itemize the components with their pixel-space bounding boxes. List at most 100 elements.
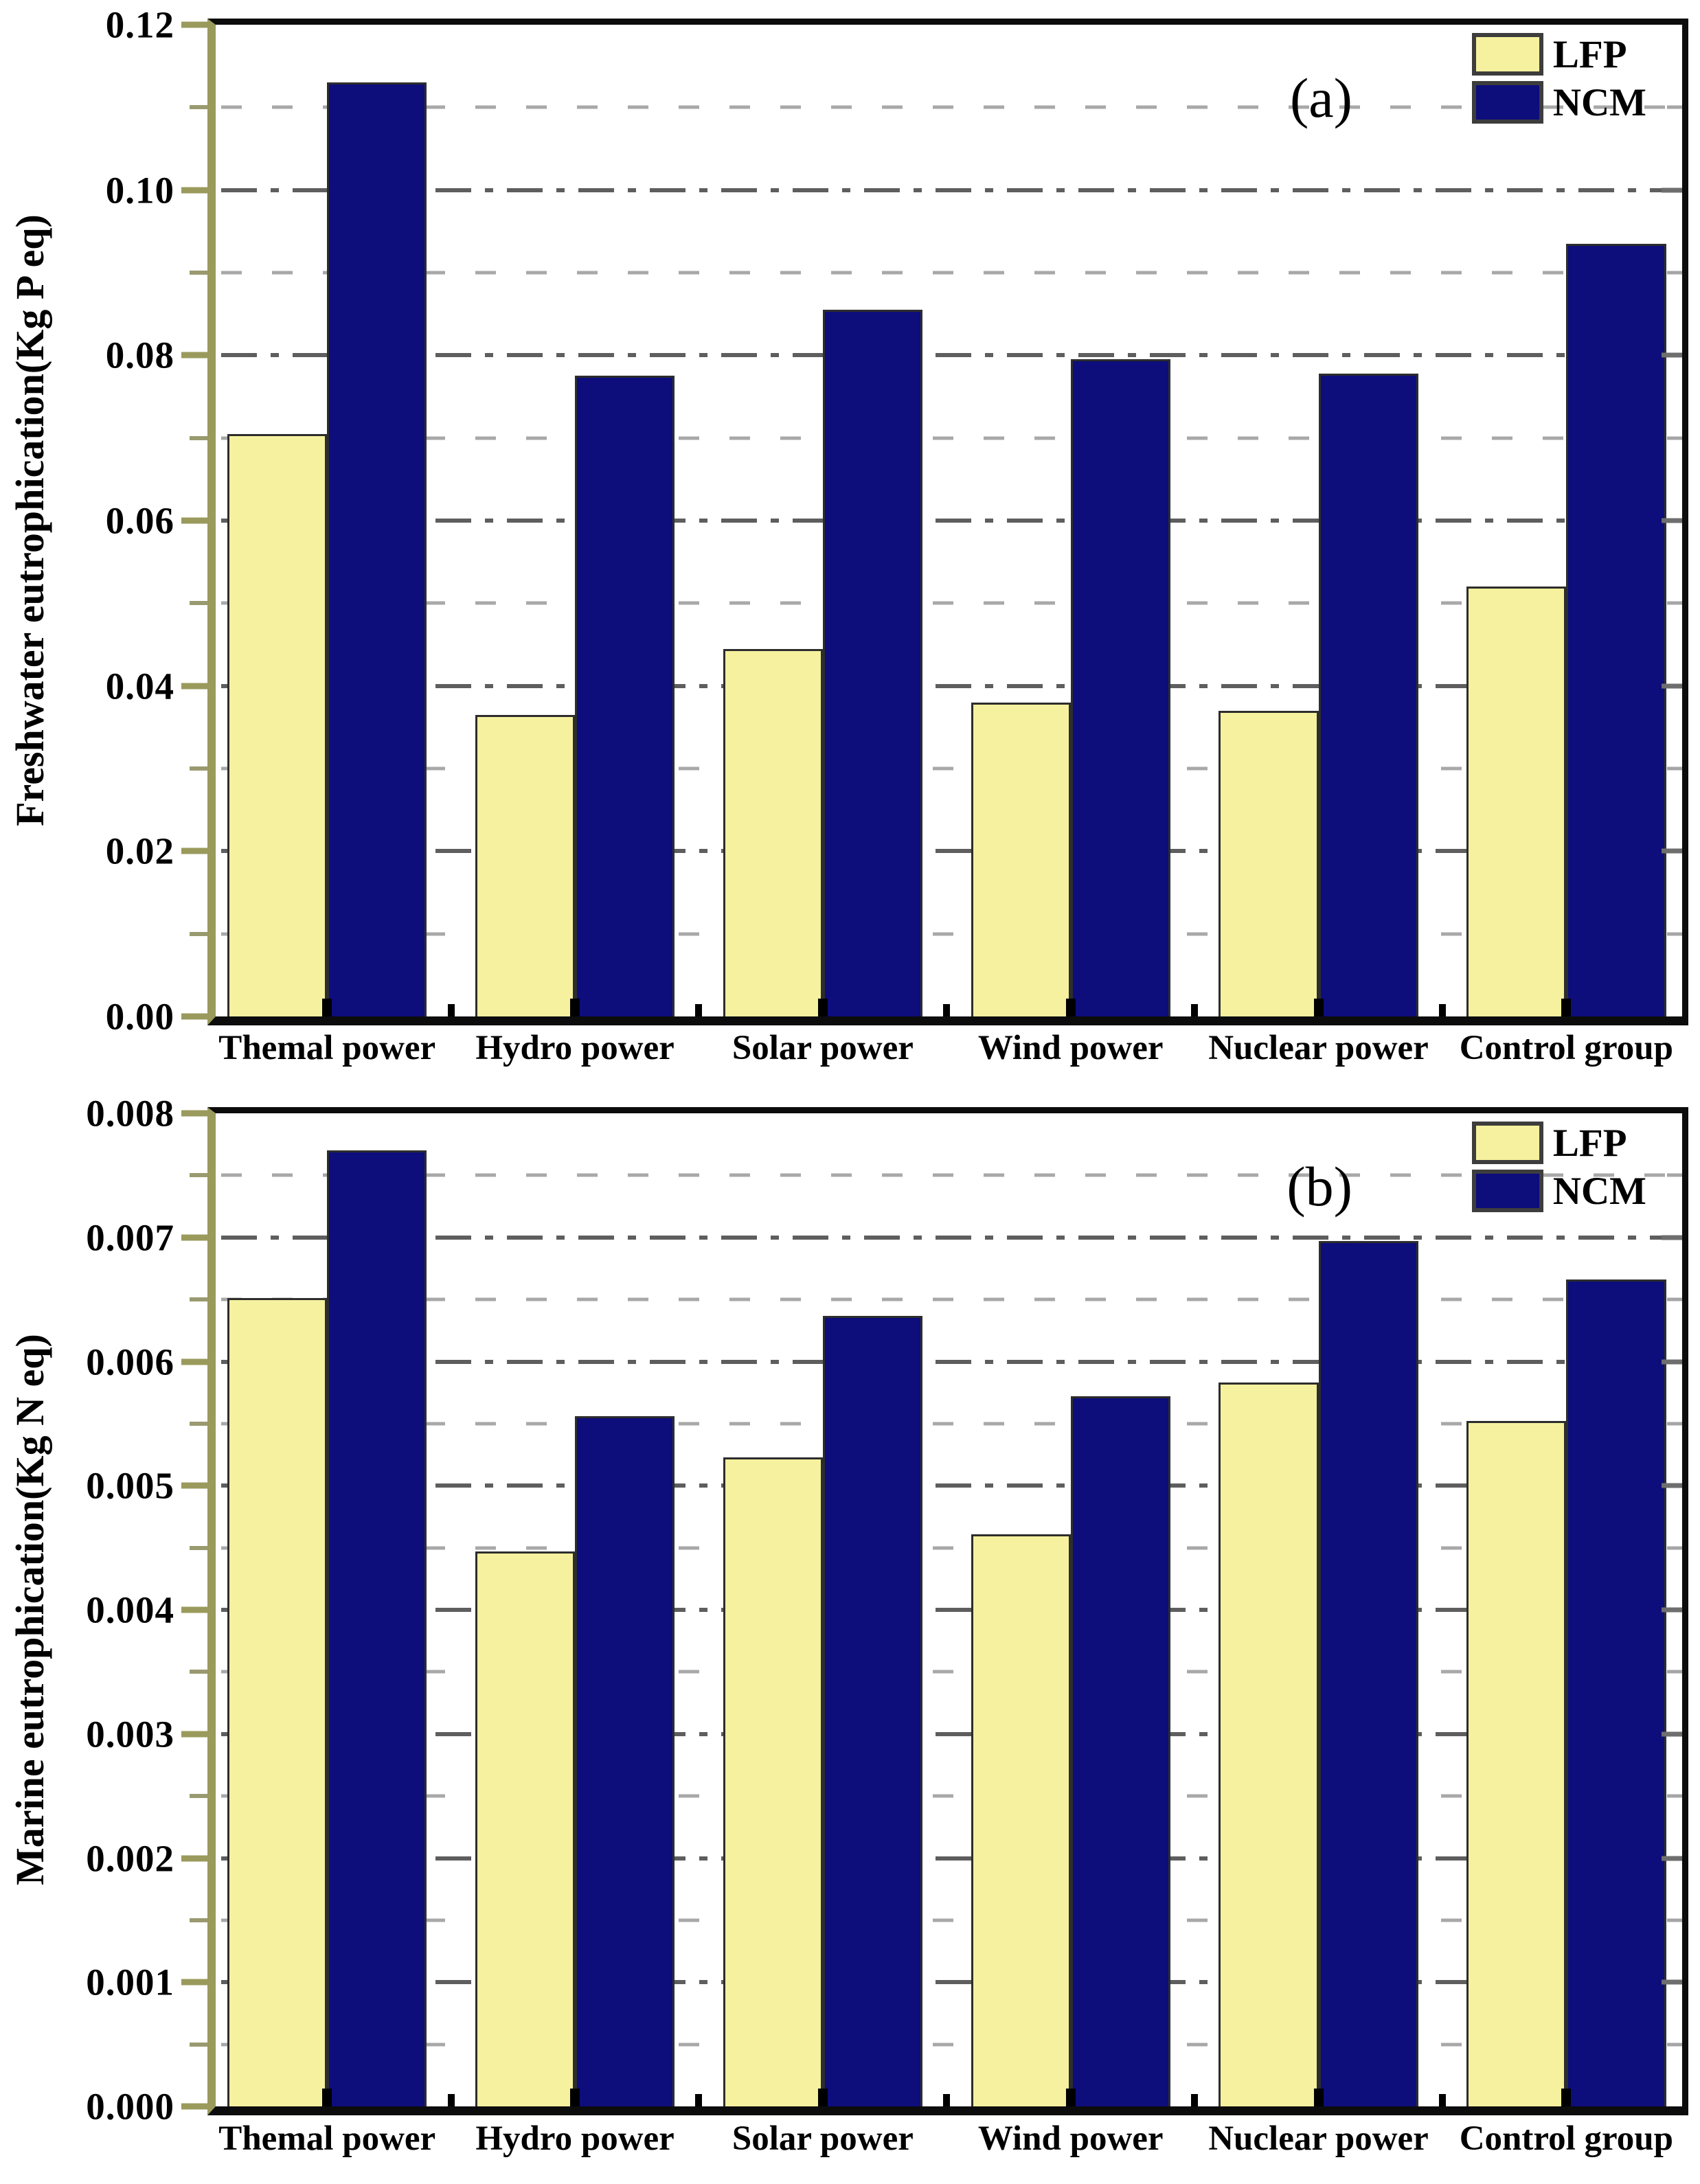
x-tick-major-a bbox=[817, 999, 828, 1016]
y-tick-left-b bbox=[190, 1297, 207, 1302]
x-tick-major-b bbox=[322, 2089, 332, 2106]
gridline-minor-a bbox=[221, 271, 1679, 275]
legend-row-ncm: NCM bbox=[1471, 1170, 1646, 1212]
plot-area-a: (a) LFP NCM bbox=[181, 19, 1688, 1025]
x-tick-major-b bbox=[817, 2089, 828, 2106]
gridline-minor-b bbox=[221, 1173, 1679, 1177]
y-tick-left-b bbox=[181, 1855, 207, 1861]
y-axis-tick-labels-b: 0.000 0.001 0.002 0.003 0.004 0.005 0.006 0.007… bbox=[19, 1095, 174, 2126]
x-label-wind-power: Wind power bbox=[977, 2119, 1164, 2158]
bar-a-wind-power-lfp bbox=[971, 702, 1071, 1016]
y-tick-right-b bbox=[1662, 1359, 1682, 1364]
y-tick-left-a bbox=[181, 683, 207, 690]
bar-b-themal-power-ncm bbox=[327, 1150, 427, 2106]
y-tick-label-b: 0.003 bbox=[86, 1713, 174, 1755]
plot-inner-b: (b) LFP NCM bbox=[181, 1110, 1682, 2110]
y-tick-left-b bbox=[181, 1606, 207, 1613]
x-label-themal-power: Themal power bbox=[218, 2119, 436, 2158]
y-tick-left-a bbox=[190, 601, 207, 606]
x-tick-major-a bbox=[570, 999, 580, 1016]
y-tick-left-b bbox=[190, 2042, 207, 2047]
legend-b: LFP NCM bbox=[1471, 1122, 1646, 1218]
gridline-minor-b bbox=[221, 1918, 1679, 1922]
bar-a-nuclear-power-lfp bbox=[1219, 710, 1319, 1016]
y-tick-label-a: 0.12 bbox=[105, 3, 174, 46]
gridline-minor-a bbox=[221, 932, 1679, 936]
y-tick-right-a bbox=[1667, 105, 1682, 109]
y-tick-right-b bbox=[1667, 1422, 1682, 1426]
legend-swatch-ncm bbox=[1471, 81, 1543, 124]
bar-a-wind-power-ncm bbox=[1070, 359, 1170, 1016]
y-tick-label-b: 0.006 bbox=[86, 1341, 174, 1383]
legend-a: LFP NCM bbox=[1471, 32, 1646, 129]
gridline-major-a bbox=[221, 187, 1679, 192]
gridline-minor-a bbox=[221, 105, 1679, 109]
y-tick-left-b bbox=[181, 1110, 207, 1117]
y-tick-right-a bbox=[1667, 271, 1682, 275]
y-tick-right-a bbox=[1667, 601, 1682, 605]
y-axis-tick-labels-a: 0.00 0.02 0.04 0.06 0.08 0.10 0.12 bbox=[19, 6, 174, 1036]
y-tick-label-b: 0.002 bbox=[86, 1837, 174, 1879]
y-tick-right-a bbox=[1662, 683, 1682, 689]
bar-b-control-group-lfp bbox=[1466, 1421, 1567, 2106]
y-tick-label-b: 0.005 bbox=[86, 1464, 174, 1507]
y-tick-left-b bbox=[190, 1421, 207, 1426]
gridline-major-b bbox=[221, 1235, 1679, 1240]
x-tick-major-a bbox=[1561, 999, 1572, 1016]
x-tick-major-b bbox=[570, 2089, 580, 2106]
bar-a-themal-power-lfp bbox=[227, 433, 328, 1016]
y-tick-label-b: 0.004 bbox=[86, 1589, 174, 1631]
bar-b-nuclear-power-ncm bbox=[1318, 1241, 1418, 2106]
y-tick-left-a bbox=[190, 435, 207, 440]
bar-b-wind-power-lfp bbox=[971, 1534, 1071, 2106]
y-tick-left-b bbox=[190, 1794, 207, 1799]
gridline-major-b bbox=[221, 1980, 1679, 1985]
y-tick-right-b bbox=[1662, 1856, 1682, 1861]
bar-b-hydro-power-ncm bbox=[575, 1416, 675, 2106]
bar-b-solar-power-ncm bbox=[822, 1315, 923, 2106]
x-label-solar-power: Solar power bbox=[732, 2119, 914, 2158]
y-tick-right-b bbox=[1667, 1297, 1682, 1301]
y-tick-left-b bbox=[181, 1482, 207, 1489]
y-tick-right-b bbox=[1662, 1607, 1682, 1613]
gridline-minor-b bbox=[221, 1546, 1679, 1550]
legend-label-lfp: LFP bbox=[1552, 32, 1627, 76]
x-tick-major-b bbox=[1313, 2089, 1324, 2106]
y-tick-left-a bbox=[190, 105, 207, 110]
legend-label-ncm: NCM bbox=[1552, 80, 1646, 124]
y-tick-left-a bbox=[190, 271, 207, 275]
x-label-themal-power: Themal power bbox=[218, 1029, 436, 1067]
gridline-major-a bbox=[221, 519, 1679, 523]
y-tick-label-b: 0.000 bbox=[86, 2085, 174, 2128]
y-tick-right-a bbox=[1662, 518, 1682, 523]
y-tick-left-b bbox=[181, 1731, 207, 1738]
x-axis-labels-a: Themal power Hydro power Solar power Wind p… bbox=[207, 1029, 1688, 1087]
x-label-nuclear-power: Nuclear power bbox=[1208, 1029, 1429, 1067]
x-tick-minor-a bbox=[447, 1004, 455, 1016]
bar-b-nuclear-power-lfp bbox=[1219, 1383, 1319, 2106]
x-tick-major-a bbox=[1065, 999, 1076, 1016]
x-label-control-group: Control group bbox=[1459, 2119, 1673, 2158]
y-tick-label-b: 0.008 bbox=[86, 1092, 174, 1135]
y-tick-right-a bbox=[1667, 436, 1682, 440]
x-tick-minor-b bbox=[943, 2094, 951, 2106]
x-tick-minor-a bbox=[1438, 1004, 1446, 1016]
y-tick-label-a: 0.02 bbox=[105, 830, 174, 872]
y-tick-left-a bbox=[181, 1013, 207, 1020]
gridline-minor-b bbox=[221, 1670, 1679, 1674]
bar-a-nuclear-power-ncm bbox=[1318, 373, 1418, 1016]
bar-a-themal-power-ncm bbox=[327, 82, 427, 1016]
panel-label-b: (b) bbox=[1287, 1155, 1352, 1218]
y-tick-right-a bbox=[1662, 352, 1682, 358]
y-tick-right-b bbox=[1662, 1483, 1682, 1488]
y-tick-right-b bbox=[1662, 1979, 1682, 1985]
x-tick-major-a bbox=[322, 999, 332, 1016]
y-tick-right-a bbox=[1662, 187, 1682, 193]
x-tick-major-b bbox=[1561, 2089, 1572, 2106]
panel-label-a: (a) bbox=[1289, 67, 1352, 129]
y-tick-label-a: 0.08 bbox=[105, 334, 174, 376]
bar-b-themal-power-lfp bbox=[227, 1298, 328, 2106]
legend-swatch-ncm bbox=[1471, 1170, 1543, 1212]
gridline-major-a bbox=[221, 353, 1679, 358]
